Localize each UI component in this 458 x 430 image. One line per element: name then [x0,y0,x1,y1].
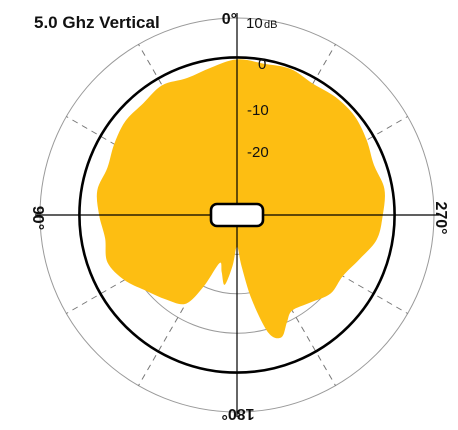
grid-spoke-30 [138,44,234,209]
radial-unit-label: dB [264,19,277,31]
angle-label-90: 90° [29,206,46,230]
radial-tick-minus-20: -20 [247,144,269,161]
reference-ring-0dB [78,56,396,374]
grid-spoke-120 [66,218,231,314]
radial-tick-0: 0 [258,56,266,73]
grid-spoke-60 [66,116,231,212]
chart-title: 5.0 Ghz Vertical [34,13,160,32]
grid-spoke-300 [243,116,408,212]
radial-tick-minus-10: -10 [247,102,269,119]
angle-label-180: 180° [221,405,254,422]
radiation-pattern-series [96,59,385,339]
polar-overlay [35,13,439,417]
angle-label-0: 0° [222,11,237,28]
radial-tick-10: 10 [246,15,263,32]
grid-spoke-210 [240,221,336,386]
antenna-marker [209,202,265,228]
grid-spoke-150 [138,221,234,386]
angle-label-270: 270° [432,201,449,234]
grid-spoke-330 [240,44,336,209]
grid-spoke-240 [243,218,408,314]
